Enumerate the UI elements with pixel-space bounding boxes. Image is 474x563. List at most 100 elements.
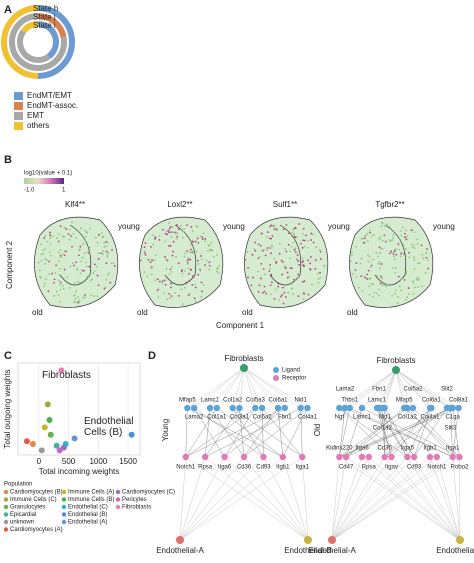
- receptor-node: [433, 453, 440, 461]
- cell-dot: [268, 270, 271, 273]
- cell-dot: [210, 241, 213, 244]
- cell-dot: [200, 295, 203, 298]
- receptor-label: Itgb1: [276, 465, 290, 471]
- cluster-outline: [139, 216, 224, 308]
- side-label: Young: [161, 419, 170, 441]
- cell-dot: [43, 248, 46, 251]
- cell-dot: [42, 252, 44, 255]
- cell-dot: [413, 256, 416, 259]
- cell-dot: [417, 262, 419, 264]
- ring-segment: [1, 5, 39, 79]
- cell-dot: [61, 253, 64, 256]
- cell-dot: [40, 243, 43, 246]
- cluster-outline: [374, 224, 407, 286]
- ligand-label: Lama2: [185, 415, 204, 421]
- edge: [376, 369, 397, 409]
- cell-dot: [410, 243, 413, 245]
- cell-dot: [361, 237, 364, 240]
- cell-dot: [166, 233, 169, 236]
- cell-dot: [412, 244, 415, 246]
- cell-dot: [200, 255, 203, 257]
- ring-label: State h: [33, 4, 58, 13]
- cell-dot: [269, 284, 272, 286]
- cell-dot: [112, 262, 115, 264]
- cell-dot: [100, 252, 103, 255]
- ligand-label: Mfap5: [179, 398, 196, 404]
- cell-dot: [413, 247, 416, 249]
- cell-dot: [107, 273, 110, 276]
- cell-dot: [215, 254, 218, 256]
- cell-dot: [81, 256, 84, 259]
- cell-dot: [293, 228, 296, 230]
- edge: [331, 456, 369, 541]
- cell-dot: [78, 299, 81, 302]
- cell-dot: [95, 265, 98, 268]
- cell-dot: [383, 284, 386, 286]
- cell-dot: [63, 254, 66, 257]
- cell-dot: [158, 280, 161, 283]
- cell-dot: [289, 267, 292, 270]
- cell-dot: [70, 235, 72, 237]
- ligand-label: Col6a1: [268, 398, 288, 404]
- ligand-label: Col6a1: [422, 398, 442, 404]
- cell-dot: [375, 292, 378, 295]
- cell-dot: [163, 292, 165, 295]
- cell-dot: [316, 272, 319, 275]
- cell-dot: [246, 250, 249, 253]
- cell-dot: [96, 241, 99, 244]
- ligand-node: [229, 404, 236, 412]
- cell-dot: [93, 295, 96, 297]
- ligand-label: Mfap5: [396, 398, 413, 404]
- target-node: [328, 536, 336, 544]
- cell-dot: [405, 272, 408, 275]
- cell-dot: [380, 263, 382, 265]
- cell-dot: [172, 231, 175, 234]
- cell-dot: [46, 240, 49, 243]
- cell-dot: [388, 225, 391, 228]
- cell-dot: [275, 262, 278, 264]
- colorbar-tick: -1.0: [24, 188, 35, 194]
- cell-dot: [319, 271, 321, 274]
- cell-dot: [54, 272, 57, 274]
- edge: [187, 367, 245, 409]
- receptor-label: Rpsa: [362, 465, 377, 471]
- edge: [224, 456, 309, 541]
- edge: [391, 456, 461, 541]
- cell-dot: [176, 223, 178, 226]
- side-label: Old: [313, 424, 322, 436]
- edge: [376, 407, 408, 458]
- edge: [450, 407, 453, 458]
- receptor-node: [388, 453, 395, 461]
- edge: [413, 407, 448, 458]
- cell-dot: [84, 240, 87, 242]
- cell-dot: [37, 261, 40, 264]
- cell-dot: [297, 273, 300, 276]
- legend-label: Granulocytes: [10, 505, 45, 511]
- cell-dot: [169, 297, 171, 299]
- cell-dot: [323, 264, 326, 267]
- cell-dot: [168, 273, 171, 276]
- cell-dot: [360, 257, 363, 260]
- cell-dot: [161, 280, 164, 283]
- ligand-label: Slit2: [441, 387, 453, 393]
- cell-dot: [395, 248, 398, 251]
- cell-dot: [66, 276, 69, 279]
- cell-dot: [107, 272, 110, 275]
- cell-dot: [269, 225, 272, 228]
- cell-dot: [314, 268, 317, 270]
- cell-dot: [151, 234, 154, 237]
- cell-dot: [48, 260, 50, 263]
- cell-dot: [403, 252, 406, 255]
- cell-dot: [103, 242, 106, 244]
- cell-dot: [185, 281, 188, 284]
- cell-dot: [188, 293, 191, 296]
- group-label: young: [433, 222, 455, 231]
- cell-dot: [94, 236, 97, 239]
- cell-dot: [186, 224, 188, 227]
- cell-dot: [405, 238, 408, 241]
- point: [38, 447, 45, 454]
- cell-dot: [257, 270, 259, 273]
- cell-dot: [83, 252, 86, 254]
- cell-dot: [63, 226, 66, 229]
- cell-dot: [59, 225, 62, 228]
